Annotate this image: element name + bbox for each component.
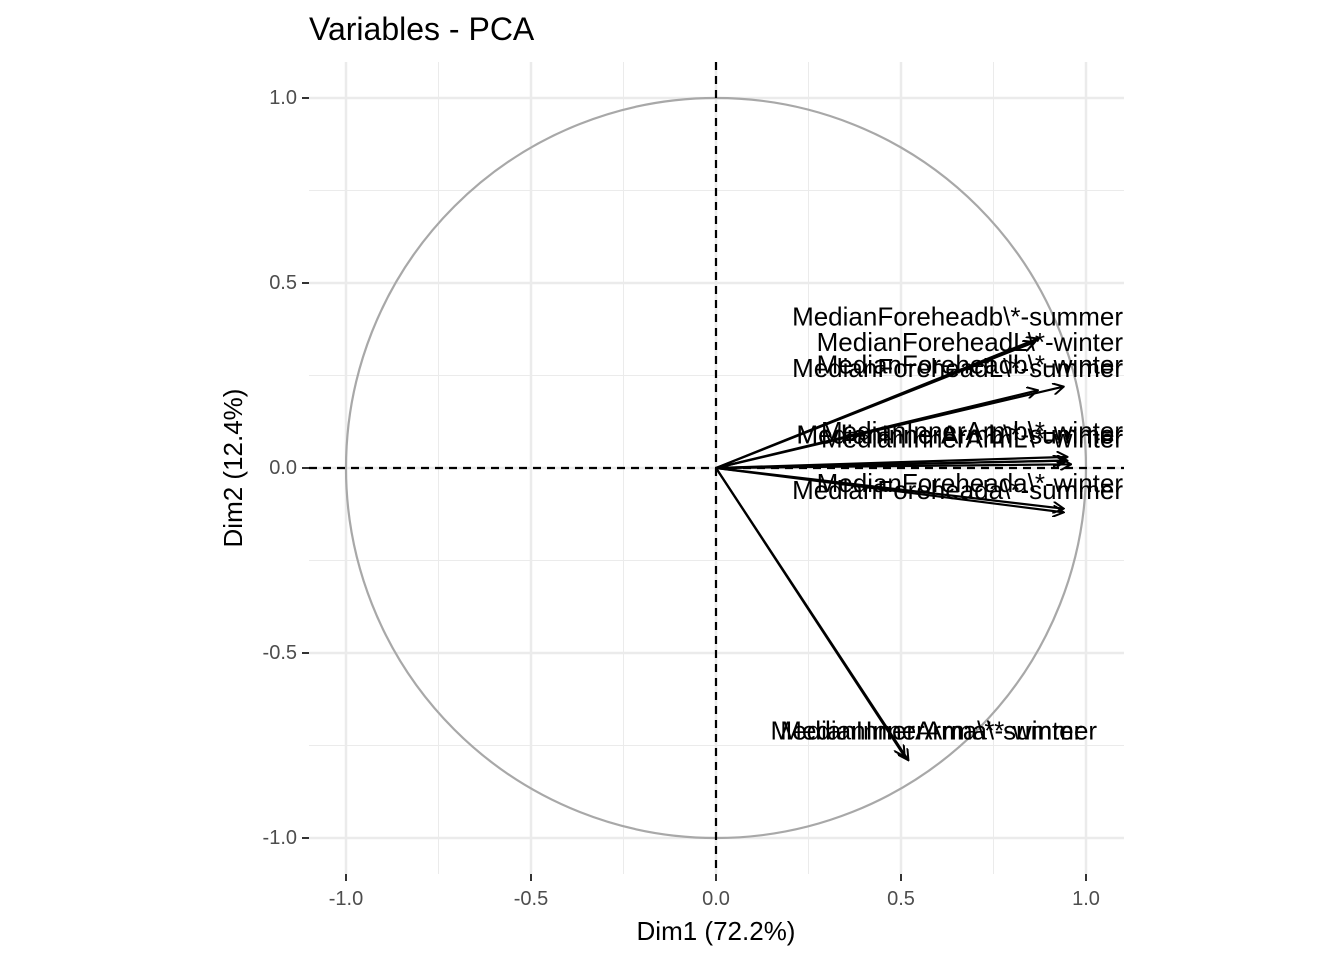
variable-arrow-1	[715, 342, 1034, 470]
variable-arrow-11	[715, 467, 908, 760]
variable-label-3: MedianForeheadL\*-summer	[792, 353, 1123, 383]
variable-label-1: MedianForeheadL\*-winter	[817, 327, 1124, 357]
y-tick-label-0: -1.0	[263, 827, 297, 849]
y-tick-label-4: 1.0	[269, 87, 297, 109]
variable-arrow-3	[715, 390, 1038, 470]
variable-label-4: MedianInnerArmb\*-winter	[821, 416, 1123, 446]
variable-arrow-7	[715, 461, 1068, 470]
variable-label-8: MedianForeheada\*-winter	[817, 468, 1124, 498]
variable-arrows	[715, 339, 1071, 761]
variable-arrow-9	[715, 466, 1064, 512]
x-tick-label-3: 0.5	[887, 888, 915, 910]
variable-label-5: MedianInnerArmb\*-summer	[796, 420, 1123, 450]
variable-labels: MedianForeheadb\*-summerMedianForeheadL\…	[771, 301, 1124, 745]
axes: -1.0 -0.5 0.0 0.5 1.0 -1.0 -0.5 0.0 0.5 1.0	[263, 87, 1100, 910]
y-axis-title: Dim2 (12.4%)	[218, 389, 248, 548]
variable-label-9: MedianForeheada\*-summer	[792, 475, 1123, 505]
variable-label-0: MedianForeheadb\*-summer	[792, 301, 1123, 331]
variable-label-7: MedianInnerArmL\*-summer	[796, 420, 1123, 450]
variable-label-6: MedianInnerArmL\*-winter	[821, 423, 1123, 453]
x-tick-label-1: -0.5	[514, 888, 548, 910]
x-axis-title: Dim1 (72.2%)	[637, 916, 796, 946]
x-tick-label-4: 1.0	[1072, 888, 1100, 910]
y-tick-label-1: -0.5	[263, 642, 297, 664]
y-tick-label-3: 0.5	[269, 272, 297, 294]
variable-label-11: MedianInnerArma\*-summer	[771, 716, 1098, 746]
x-tick-label-0: -1.0	[329, 888, 363, 910]
chart-title: Variables - PCA	[309, 11, 535, 47]
variable-label-2: MedianForeheadb\*-winter	[817, 349, 1124, 379]
variable-label-10: MedianInnerArma\*-winter	[780, 716, 1082, 746]
y-tick-label-2: 0.0	[269, 457, 297, 479]
x-tick-label-2: 0.0	[702, 888, 730, 910]
